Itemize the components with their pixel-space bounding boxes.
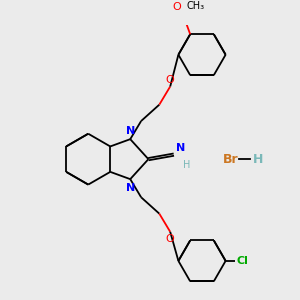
Text: N: N — [176, 143, 185, 153]
Text: O: O — [166, 234, 175, 244]
Text: N: N — [126, 125, 135, 136]
Text: H: H — [183, 160, 190, 170]
Text: CH₃: CH₃ — [187, 1, 205, 10]
Text: Br: Br — [223, 153, 238, 166]
Text: O: O — [172, 2, 181, 12]
Text: O: O — [166, 75, 175, 85]
Text: N: N — [126, 183, 135, 193]
Text: H: H — [253, 153, 263, 166]
Text: Cl: Cl — [236, 256, 248, 266]
